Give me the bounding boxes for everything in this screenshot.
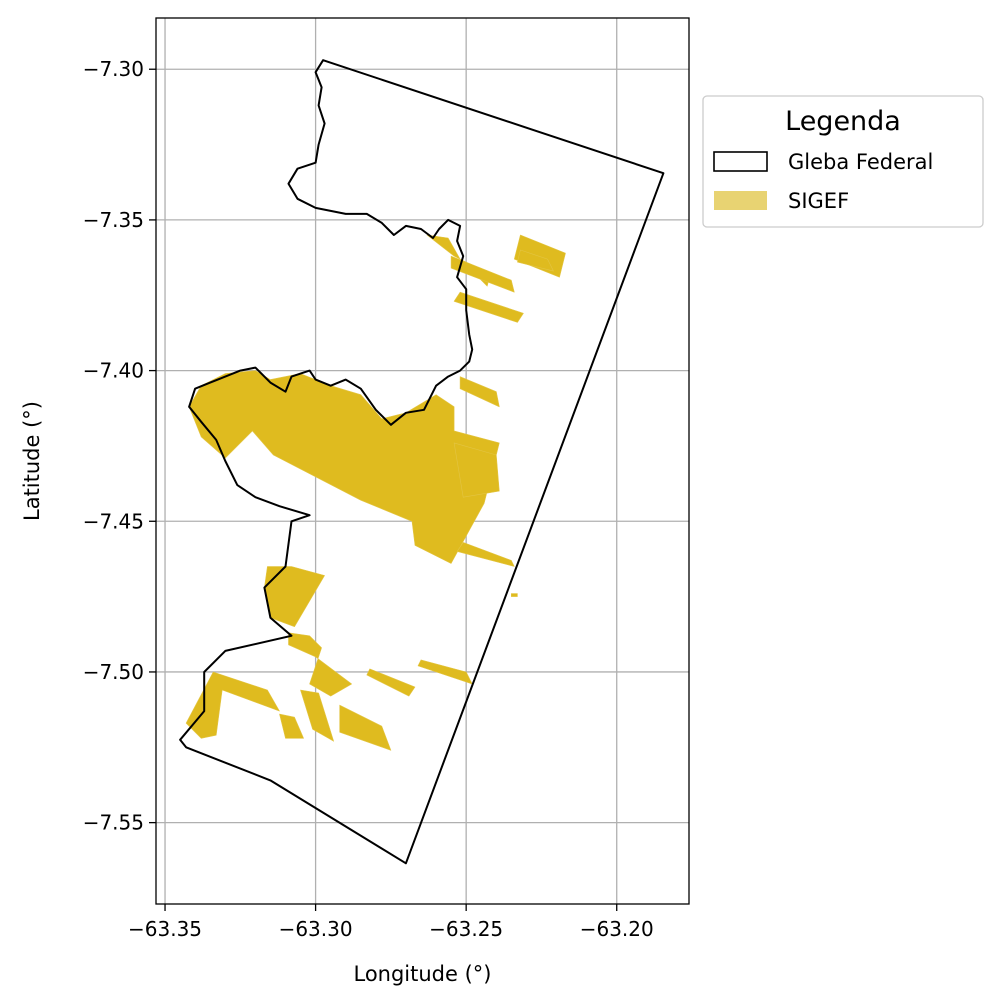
sigef-parcel [453,291,524,323]
x-tick-label: −63.20 [580,917,654,941]
x-axis: −63.35 −63.30 −63.25 −63.20 [128,904,654,941]
legend-box [702,95,984,228]
legend-swatch-gleba [713,151,768,172]
legend: Legenda Gleba Federal SIGEF [702,95,984,228]
legend-label-gleba: Gleba Federal [788,150,933,174]
sigef-parcel [453,442,500,498]
sigef-parcel [517,249,554,272]
y-axis-label: Latitude (°) [20,401,44,521]
y-tick-label: −7.40 [83,359,144,383]
x-tick-label: −63.35 [128,917,202,941]
legend-swatch-sigef [714,191,767,210]
sigef-parcel [510,593,518,597]
x-axis-label: Longitude (°) [353,962,491,986]
sigef-parcels [185,234,566,751]
sigef-parcel [300,689,335,742]
gleba-federal-boundary [179,59,665,865]
y-tick-label: −7.50 [83,660,144,684]
y-tick-label: −7.55 [83,811,144,835]
sigef-parcel [450,255,515,293]
legend-label-sigef: SIGEF [788,189,849,213]
y-tick-label: −7.45 [83,509,144,533]
sigef-parcel [339,704,392,751]
x-tick-label: −63.30 [279,917,353,941]
x-tick-label: −63.25 [429,917,503,941]
gleba-federal-layer [179,59,665,865]
y-tick-label: −7.35 [83,208,144,232]
legend-title: Legenda [785,106,901,137]
sigef-parcel [185,671,280,739]
sigef-parcel [279,713,304,739]
plot-frame [155,17,690,905]
sigef-parcel [459,376,500,408]
y-axis: −7.30 −7.35 −7.40 −7.45 −7.50 −7.55 [83,57,156,835]
sigef-parcel [366,668,416,697]
sigef-parcel [513,234,566,278]
sigef-parcel [288,632,353,697]
sigef-parcel [456,542,515,567]
y-tick-label: −7.30 [83,57,144,81]
